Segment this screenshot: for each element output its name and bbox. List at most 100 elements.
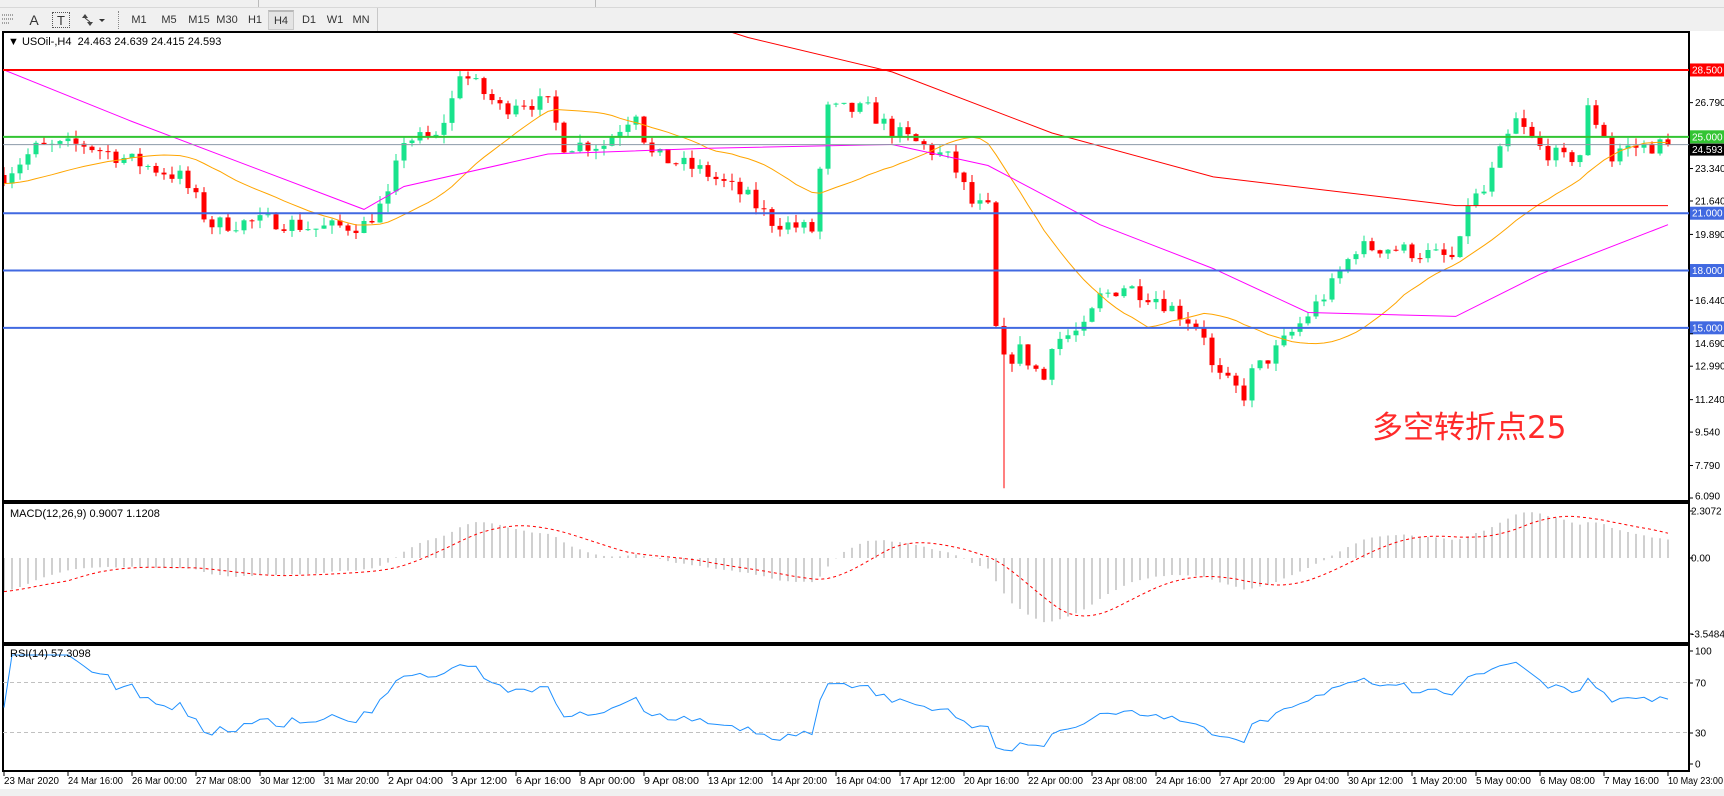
candle (321, 217, 327, 229)
candle (1209, 333, 1215, 373)
candle (1369, 237, 1375, 252)
candle (1057, 331, 1063, 356)
candle (185, 166, 191, 194)
candle (1145, 293, 1151, 305)
candle (297, 212, 303, 232)
candle (1313, 294, 1319, 320)
candle (929, 142, 935, 161)
timeframe-w1-button[interactable]: W1 (326, 14, 344, 26)
time-axis-label: 2 Apr 04:00 (388, 776, 443, 787)
candle (1425, 243, 1431, 263)
time-axis-label: 24 Mar 16:00 (68, 776, 123, 787)
price-tag-label: 21.000 (1692, 209, 1723, 220)
timeframe-mn-button[interactable]: MN (352, 14, 370, 26)
candle (385, 183, 391, 213)
price-tag-label: 28.500 (1692, 65, 1723, 76)
candle (857, 101, 863, 114)
timeframe-m30-button[interactable]: M30 (216, 14, 238, 26)
candle (1033, 364, 1039, 372)
time-axis-label: 10 May 23:00 (1668, 776, 1723, 787)
candle (713, 171, 719, 186)
candle (313, 228, 319, 237)
text-label-icon[interactable]: T (52, 12, 70, 28)
candle (1289, 327, 1295, 339)
candle (1105, 289, 1111, 298)
candle (177, 165, 183, 185)
time-axis-label: 22 Apr 00:00 (1028, 776, 1083, 787)
candle (985, 192, 991, 205)
candle (281, 223, 287, 233)
candle (641, 115, 647, 145)
arrows-icon[interactable] (78, 10, 108, 30)
candle (1585, 98, 1591, 156)
candle (1545, 138, 1551, 166)
rsi-axis-label: 30 (1695, 729, 1707, 740)
timeframe-d1-button[interactable]: D1 (301, 14, 317, 26)
time-axis-label: 29 Apr 04:00 (1284, 776, 1339, 787)
ohlc-values: 24.463 24.639 24.415 24.593 (77, 36, 222, 48)
candle (25, 148, 31, 171)
candle (1473, 188, 1479, 208)
candle (137, 148, 143, 175)
candle (145, 164, 151, 170)
price-axis-label: 16.440 (1695, 296, 1724, 307)
symbol-label: USOil-,H4 (21, 36, 72, 48)
collapse-triangle-icon[interactable]: ▼ (8, 36, 19, 48)
macd-signal-line (4, 515, 1669, 617)
candle (729, 173, 735, 191)
price-tag (1690, 264, 1724, 278)
candle (993, 201, 999, 328)
candle (1481, 184, 1487, 196)
price-axis-label: 12.990 (1695, 362, 1724, 373)
timeframe-h4-button[interactable]: H4 (268, 10, 294, 30)
candle (441, 114, 447, 144)
price-axis-label: 21.640 (1695, 196, 1724, 207)
timeframe-m1-button[interactable]: M1 (131, 14, 147, 26)
price-panel (2, 31, 1690, 502)
text-icon[interactable]: A (29, 12, 39, 28)
candle (625, 116, 631, 137)
candle (41, 136, 47, 145)
candle (449, 90, 455, 131)
candle (105, 144, 111, 160)
candle (649, 137, 655, 157)
macd-axis-label: 0.00 (1691, 554, 1711, 565)
price-tag-label: 25.000 (1692, 132, 1723, 143)
candle (617, 124, 623, 147)
candle (1241, 378, 1247, 407)
candle (161, 168, 167, 180)
candle (497, 96, 503, 110)
candle (89, 145, 95, 153)
timeframe-h1-button[interactable]: H1 (247, 14, 263, 26)
candle (465, 71, 471, 86)
candle (193, 184, 199, 199)
time-axis-label: 27 Mar 08:00 (196, 776, 251, 787)
candle (81, 140, 87, 154)
timeframe-m15-button[interactable]: M15 (188, 14, 210, 26)
candle (17, 158, 23, 180)
candle (1113, 292, 1119, 297)
candle (1641, 140, 1647, 154)
rsi-axis-label: 100 (1695, 647, 1712, 658)
toolbar-segment (0, 0, 259, 7)
candle (409, 138, 415, 147)
period-separator-icon[interactable] (0, 10, 16, 30)
sma-medium-line (4, 69, 1669, 317)
candle (513, 99, 519, 117)
bottom-tab-strip (0, 789, 1724, 796)
candle (1433, 243, 1439, 252)
candle (401, 136, 407, 169)
candle (1017, 336, 1023, 367)
candle (489, 89, 495, 105)
price-axis-label: 26.790 (1695, 98, 1724, 109)
candle (977, 193, 983, 210)
candle (681, 151, 687, 171)
candle (665, 148, 671, 164)
candle (737, 177, 743, 203)
time-axis-label: 5 May 00:00 (1476, 776, 1531, 787)
candle (1569, 150, 1575, 166)
timeframe-m5-button[interactable]: M5 (161, 14, 177, 26)
candle (1129, 285, 1135, 289)
price-axis-label: 9.540 (1695, 428, 1720, 439)
